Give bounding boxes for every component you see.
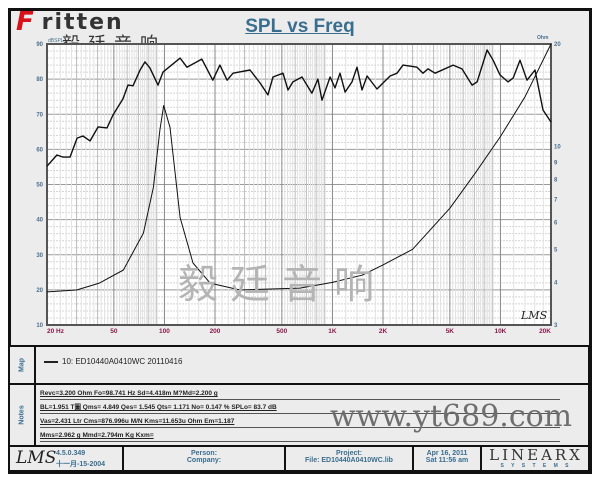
x-tick-label: 200 [210,328,221,335]
y-left-tick-label: 30 [36,253,43,259]
x-tick-label: 1K [328,328,337,335]
y-right-tick-label: 8 [554,178,558,184]
y-left-tick-label: 90 [36,42,43,48]
company-label: Company: [186,457,222,464]
x-tick-label: 5K [446,328,455,335]
footer-person-cell: Person: Company: [124,447,286,470]
y-left-tick-label: 20 [36,288,43,294]
y-left-tick-label: 40 [36,218,43,224]
y-right-tick-label: 10 [554,145,561,151]
lms-logo: LMS [16,448,57,468]
map-side-label: Map [10,347,36,383]
note-line: Vas=2.431 Ltr Cms=876.996u M/N Kms=11.65… [40,418,235,425]
x-tick-label: 2K [379,328,388,335]
y-right-tick-label: 3 [554,323,558,329]
watermark-url: www.yt689.com [330,399,573,434]
logo-word: ritten [32,10,124,35]
note-rule [40,427,560,428]
x-tick-label: 100 [159,328,170,335]
x-tick-label: 500 [276,328,287,335]
notes-side-label: Notes [10,385,36,445]
y-right-unit: Ohm [537,35,549,41]
x-tick-label: 10K [494,328,506,335]
version: 4.5.0.349 [56,450,86,457]
note-rule [40,441,560,442]
footer: LMS 4.5.0.349 十一月-15-2004 Person: Compan… [8,445,590,472]
linearx-logo: LINEARX S Y S T E M S [489,446,583,469]
build-date: 十一月-15-2004 [56,461,106,468]
y-right-tick-label: 7 [554,197,558,203]
project-label: Project: [335,450,363,457]
legend-entry: 10: ED10440A0410WC 20110416 [44,357,182,366]
logo-swoosh-f: F [16,7,34,37]
spl-chart: 10 20 30 40 50 60 70 80 90 3 4 5 6 7 8 9 10 20 20 Hz 50 100 2… [36,35,561,335]
y-right-tick-label: 4 [554,280,558,286]
impedance-curve [46,43,552,293]
chart-title: SPL vs Freq [245,16,355,37]
time: Sat 11:56 am [425,457,469,464]
x-tick-label: 20 Hz [47,328,65,335]
x-tick-label: 50 [110,328,118,335]
notes-panel: Notes Revc=3.200 Ohm Fo=98.741 Hz Sd=4.4… [8,383,590,447]
y-right-tick-label: 5 [554,247,558,253]
plot-lms-logo: LMS [520,309,548,322]
date: Apr 16, 2011 [426,450,468,457]
spl-curve [46,49,552,167]
y-right-tick-label: 6 [554,220,558,226]
person-label: Person: [190,450,218,457]
y-right-tick-label: 20 [554,42,561,48]
watermark-chinese: 毅廷音响 [178,262,386,308]
note-line: Revc=3.200 Ohm Fo=98.741 Hz Sd=4.418m M?… [40,390,218,397]
note-line: BL=1.951 T圖 Qms= 4.849 Qes= 1.545 Qts= 1… [40,404,277,411]
footer-lms-cell: LMS 4.5.0.349 十一月-15-2004 [10,447,124,470]
footer-date-cell: Apr 16, 2011 Sat 11:56 am [414,447,482,470]
legend-line-swatch [44,360,58,363]
y-left-tick-label: 70 [36,112,43,118]
map-panel: Map 10: ED10440A0410WC 20110416 [8,345,590,385]
y-left-tick-label: 50 [36,183,43,189]
file-name: File: ED10440A0410WC.lib [305,457,393,464]
plot-border [46,43,552,326]
footer-project-cell: Project: File: ED10440A0410WC.lib [286,447,414,470]
y-left-tick-label: 10 [36,323,43,329]
note-rule [40,399,560,400]
x-tick-label: 20K [539,328,551,335]
y-right-tick-label: 9 [554,160,558,166]
y-left-unit: dBSPL [48,38,64,44]
y-left-tick-label: 80 [36,77,43,83]
y-left-tick-label: 60 [36,147,43,153]
note-line: Mms=2.962 g Mmd=2.794m Kg Kxm= [40,432,154,439]
note-rule [40,413,560,414]
